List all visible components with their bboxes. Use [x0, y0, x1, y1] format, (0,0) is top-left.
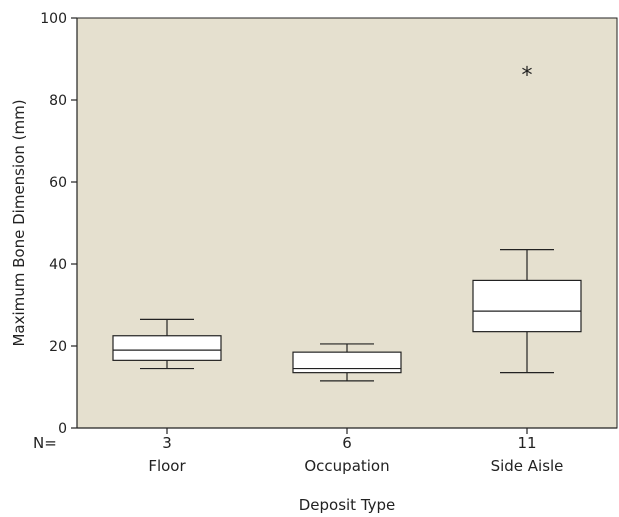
y-tick-label: 60	[49, 175, 67, 191]
y-tick-label: 100	[40, 11, 67, 27]
n-label: N=	[33, 434, 57, 452]
y-tick-label: 40	[49, 257, 67, 273]
box-iqr	[112, 335, 222, 361]
category-n-label: 11	[517, 434, 536, 452]
box-iqr	[292, 351, 402, 374]
y-tick-label: 20	[49, 339, 67, 355]
box-floor	[112, 318, 222, 370]
boxes: *	[112, 63, 582, 382]
x-axis-title: Deposit Type	[299, 496, 396, 514]
x-axis: 3 Floor 6 Occupation 11 Side Aisle	[77, 427, 617, 475]
category-n-label: 3	[162, 434, 172, 452]
category-n-label: 6	[342, 434, 352, 452]
box-side-aisle: *	[472, 63, 582, 374]
y-axis: 0 20 40 60 80 100	[40, 11, 78, 437]
box-iqr	[472, 279, 582, 333]
y-tick-label: 0	[58, 421, 67, 437]
category-label: Occupation	[304, 457, 389, 475]
outlier-marker: *	[522, 63, 533, 88]
box-occupation	[292, 343, 402, 382]
category-label: Side Aisle	[491, 457, 564, 475]
y-tick-label: 80	[49, 93, 67, 109]
y-axis-title: Maximum Bone Dimension (mm)	[10, 99, 28, 346]
category-label: Floor	[148, 457, 186, 475]
